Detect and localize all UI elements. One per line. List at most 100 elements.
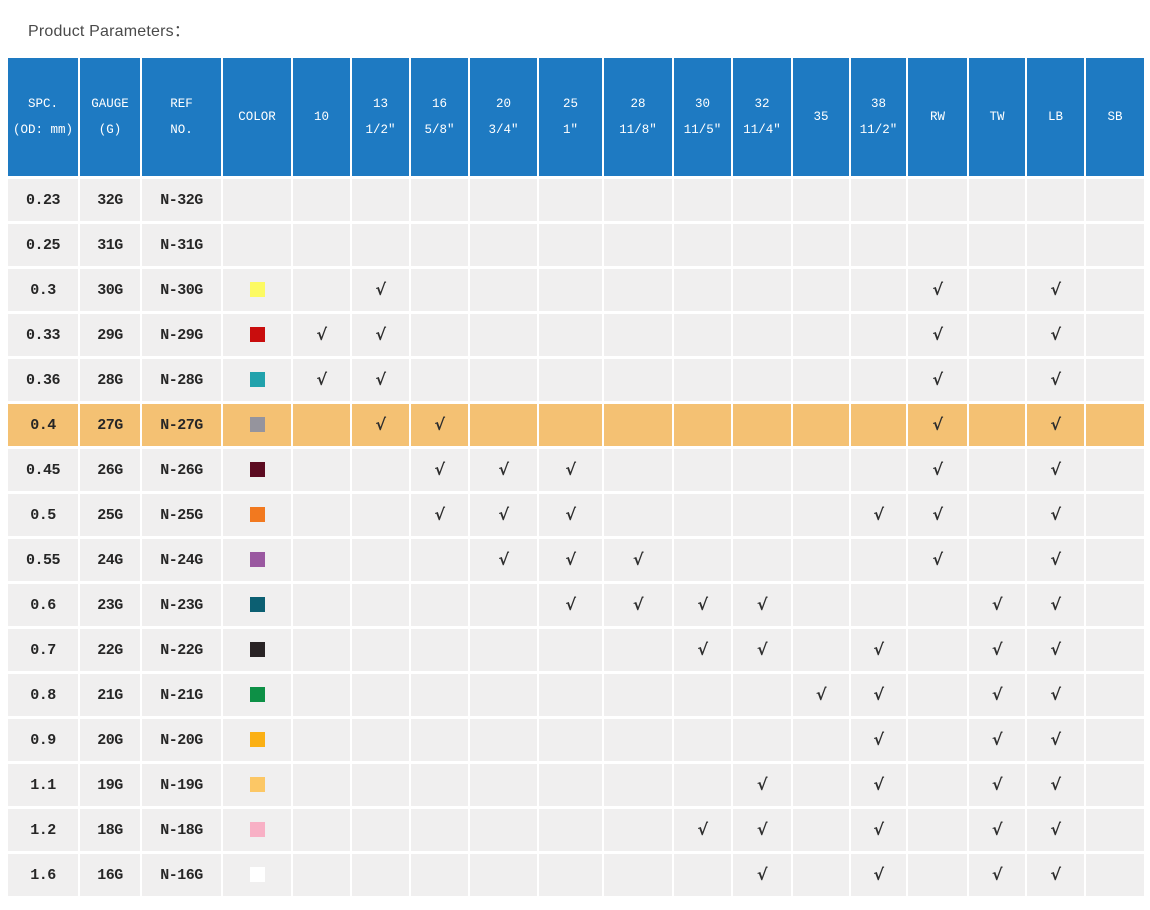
cell-LB: √ xyxy=(1027,674,1086,719)
cell-SB xyxy=(1086,269,1144,314)
cell-32: √ xyxy=(733,584,793,629)
table-row: 0.8 21G N-21G √ √ √ √ xyxy=(8,674,1144,719)
cell-25 xyxy=(539,719,604,764)
table-row: 1.6 16G N-16G √ √ √ √ xyxy=(8,854,1144,899)
cell-35 xyxy=(793,854,851,899)
cell-20 xyxy=(470,719,539,764)
cell-13 xyxy=(352,809,411,854)
cell-SB xyxy=(1086,404,1144,449)
cell-LB: √ xyxy=(1027,449,1086,494)
check-icon: √ xyxy=(873,640,884,659)
check-icon: √ xyxy=(991,685,1003,704)
cell-TW: √ xyxy=(969,629,1027,674)
cell-SB xyxy=(1086,224,1144,269)
check-icon: √ xyxy=(932,550,943,569)
cell-30 xyxy=(674,674,733,719)
cell-32 xyxy=(733,494,793,539)
cell-38: √ xyxy=(851,764,908,809)
cell-LB: √ xyxy=(1027,359,1086,404)
color-swatch xyxy=(249,597,265,613)
check-icon: √ xyxy=(756,820,768,839)
cell-spc: 1.1 xyxy=(8,764,80,809)
cell-20 xyxy=(470,809,539,854)
cell-color xyxy=(223,539,293,584)
cell-LB: √ xyxy=(1027,584,1086,629)
cell-13: √ xyxy=(352,359,411,404)
cell-color xyxy=(223,224,293,269)
cell-gauge: 29G xyxy=(80,314,142,359)
cell-38 xyxy=(851,179,908,224)
cell-16 xyxy=(411,719,470,764)
cell-38 xyxy=(851,584,908,629)
check-icon: √ xyxy=(375,280,386,299)
cell-35 xyxy=(793,539,851,584)
cell-SB xyxy=(1086,629,1144,674)
cell-RW: √ xyxy=(908,359,969,404)
cell-gauge: 24G xyxy=(80,539,142,584)
cell-TW: √ xyxy=(969,584,1027,629)
cell-10 xyxy=(293,629,352,674)
color-swatch xyxy=(249,642,265,658)
cell-ref: N-25G xyxy=(142,494,223,539)
cell-13 xyxy=(352,629,411,674)
cell-10 xyxy=(293,674,352,719)
cell-35 xyxy=(793,224,851,269)
color-swatch xyxy=(249,417,265,433)
check-icon: √ xyxy=(375,325,386,344)
cell-color xyxy=(223,674,293,719)
cell-35 xyxy=(793,449,851,494)
column-header-16: 16 5/8″ xyxy=(411,58,470,179)
cell-30 xyxy=(674,404,733,449)
cell-10 xyxy=(293,719,352,764)
cell-10: √ xyxy=(293,359,352,404)
check-icon: √ xyxy=(756,865,768,884)
cell-ref: N-32G xyxy=(142,179,223,224)
check-icon: √ xyxy=(1050,640,1061,659)
table-header: SPC. (OD: mm) GAUGE (G) REF NO. COLOR 10 13 1/2″ 1… xyxy=(8,58,1144,179)
cell-color xyxy=(223,629,293,674)
cell-RW xyxy=(908,719,969,764)
product-parameters-table: SPC. (OD: mm) GAUGE (G) REF NO. COLOR 10 13 1/2″ 1… xyxy=(8,58,1144,899)
check-icon: √ xyxy=(1050,865,1061,884)
cell-25 xyxy=(539,179,604,224)
cell-RW xyxy=(908,674,969,719)
check-icon: √ xyxy=(697,640,708,659)
cell-gauge: 23G xyxy=(80,584,142,629)
cell-20: √ xyxy=(470,494,539,539)
cell-38: √ xyxy=(851,629,908,674)
cell-25: √ xyxy=(539,539,604,584)
cell-color xyxy=(223,314,293,359)
cell-gauge: 25G xyxy=(80,494,142,539)
cell-spc: 0.23 xyxy=(8,179,80,224)
cell-LB: √ xyxy=(1027,809,1086,854)
check-icon: √ xyxy=(632,595,644,614)
column-header-25: 25 1″ xyxy=(539,58,604,179)
cell-20: √ xyxy=(470,539,539,584)
table-row: 0.23 32G N-32G xyxy=(8,179,1144,224)
cell-13 xyxy=(352,539,411,584)
cell-color xyxy=(223,449,293,494)
color-swatch xyxy=(249,327,265,343)
cell-color xyxy=(223,404,293,449)
color-swatch xyxy=(249,507,265,523)
cell-13 xyxy=(352,719,411,764)
cell-LB: √ xyxy=(1027,764,1086,809)
cell-gauge: 21G xyxy=(80,674,142,719)
color-swatch xyxy=(249,462,265,478)
cell-RW: √ xyxy=(908,314,969,359)
cell-38: √ xyxy=(851,494,908,539)
cell-spc: 0.8 xyxy=(8,674,80,719)
color-swatch xyxy=(249,867,265,883)
cell-28 xyxy=(604,314,674,359)
cell-25 xyxy=(539,224,604,269)
check-icon: √ xyxy=(873,685,884,704)
cell-color xyxy=(223,764,293,809)
table-row: 0.6 23G N-23G √ √ √ √ √ √ xyxy=(8,584,1144,629)
cell-ref: N-16G xyxy=(142,854,223,899)
cell-16 xyxy=(411,764,470,809)
cell-35 xyxy=(793,764,851,809)
column-header-30: 30 11/5″ xyxy=(674,58,733,179)
cell-32 xyxy=(733,224,793,269)
cell-spc: 0.33 xyxy=(8,314,80,359)
